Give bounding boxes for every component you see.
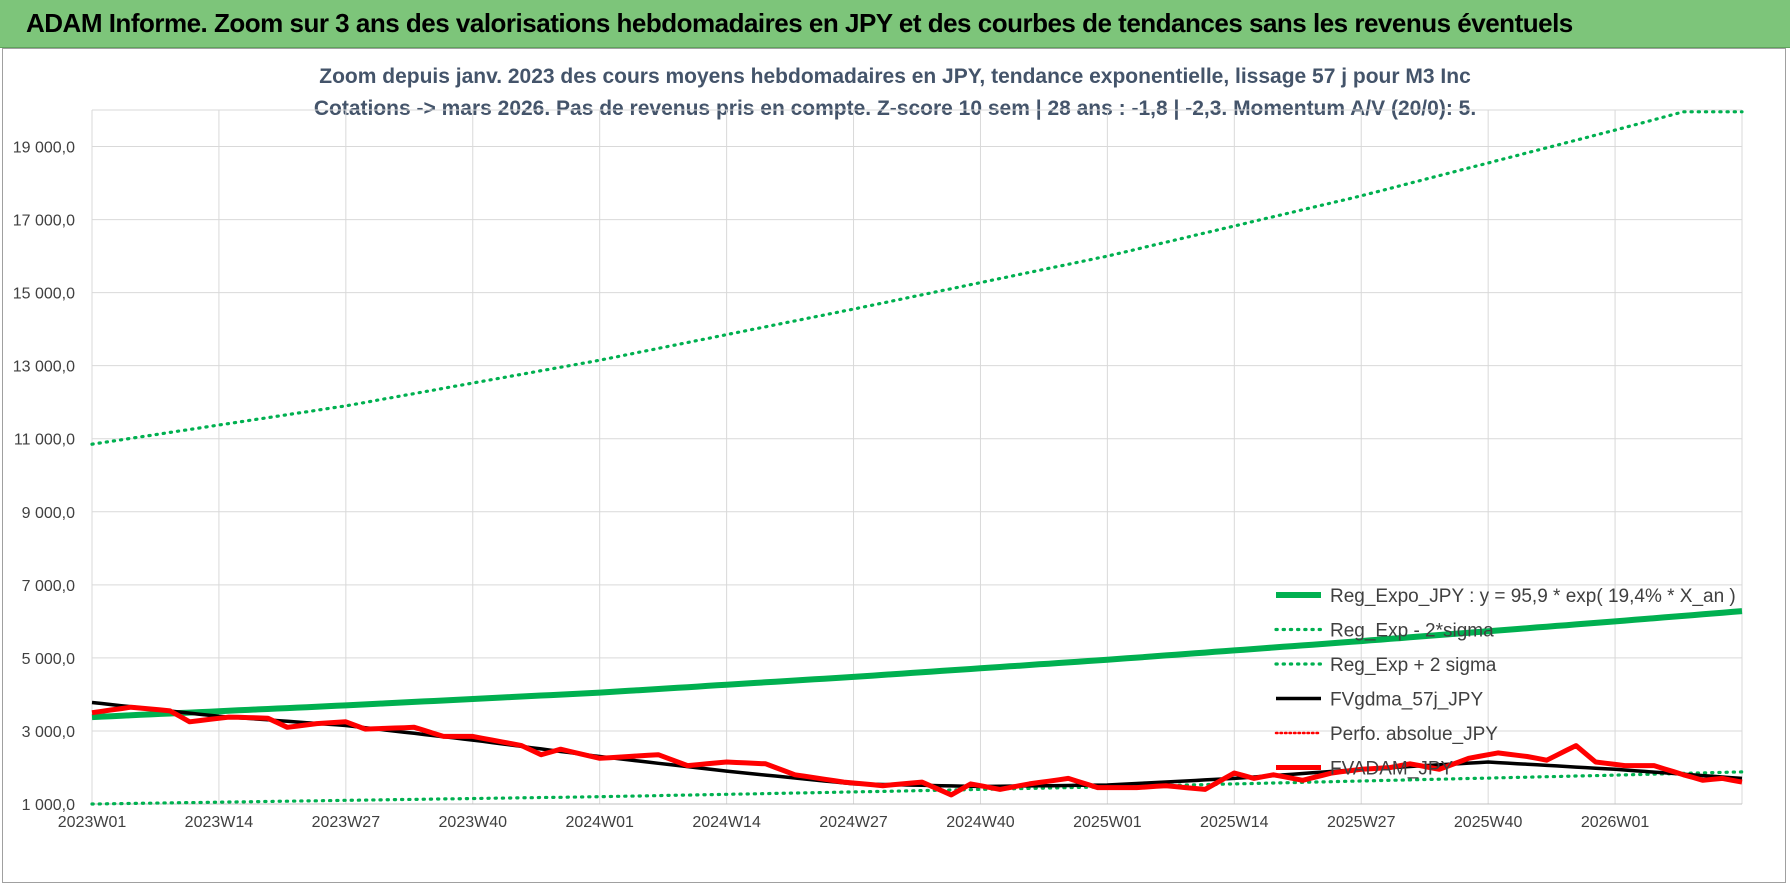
y-tick-label: 9 000,0 [22,505,75,522]
x-tick-label: 2025W40 [1454,814,1523,831]
y-tick-label: 5 000,0 [22,651,75,668]
chart-subtitle: Cotations -> mars 2026. Pas de revenus p… [314,97,1476,120]
chart-legend: Reg_Expo_JPY : y = 95,9 * exp( 19,4% * X… [1274,586,1736,780]
x-tick-label: 2024W01 [565,814,634,831]
chart-title: Zoom depuis janv. 2023 des cours moyens … [319,65,1471,88]
x-tick-label: 2026W01 [1581,814,1650,831]
x-tick-label: 2023W27 [312,814,381,831]
legend-label-perf: Perfo. absolue_JPY [1330,724,1498,745]
plot-series [90,110,1744,806]
x-axis: 2023W01 2023W14 2023W27 2023W40 2024W01 2024W… [58,814,1650,831]
legend-label-trend: Reg_Expo_JPY : y = 95,9 * exp( 19,4% * X… [1330,586,1736,607]
report-banner-title: ADAM Informe. Zoom sur 3 ans des valoris… [26,8,1573,38]
legend-label-upper: Reg_Exp + 2 sigma [1330,655,1497,676]
y-tick-label: 11 000,0 [14,432,75,449]
y-tick-label: 7 000,0 [22,578,75,595]
y-axis: 1 000,0 3 000,0 5 000,0 7 000,0 9 000,0 11 00… [13,140,75,814]
y-tick-label: 19 000,0 [13,140,75,157]
x-tick-label: 2023W14 [185,814,254,831]
x-tick-label: 2024W40 [946,814,1015,831]
chart-frame [2,48,1786,883]
x-tick-label: 2024W27 [819,814,888,831]
legend-label-price: FVADAM_JPY [1330,759,1454,780]
y-tick-label: 1 000,0 [22,797,75,814]
legend-label-lower: Reg_Exp - 2*sigma [1330,621,1494,642]
series-line-lower [90,770,1744,806]
x-tick-label: 2025W14 [1200,814,1269,831]
plot-grid [91,109,1743,805]
x-tick-label: 2025W27 [1327,814,1396,831]
series-line-trend [91,608,1743,721]
series-line-upper [90,110,1744,446]
x-tick-label: 2023W40 [439,814,508,831]
y-tick-label: 3 000,0 [22,724,75,741]
series-line-price [91,704,1743,798]
y-tick-label: 17 000,0 [13,213,75,230]
x-tick-label: 2025W01 [1073,814,1142,831]
legend-label-smooth: FVgdma_57j_JPY [1330,690,1483,711]
y-tick-label: 15 000,0 [13,286,75,303]
y-tick-label: 13 000,0 [13,359,75,376]
trend-chart: Zoom depuis janv. 2023 des cours moyens … [13,65,1744,831]
report-banner: ADAM Informe. Zoom sur 3 ans des valoris… [0,0,1790,48]
x-tick-label: 2024W14 [692,814,761,831]
x-tick-label: 2023W01 [58,814,127,831]
